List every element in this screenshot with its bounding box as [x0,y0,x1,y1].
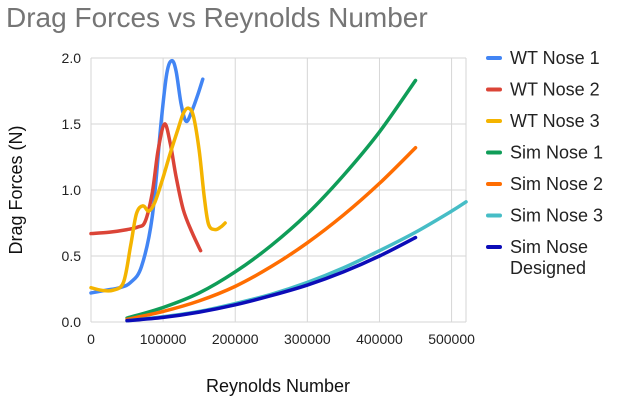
x-tick-label: 500000 [428,331,475,347]
legend-label-sim-nose-designed: Sim Nose Designed [510,237,588,278]
x-axis-ticks: 0 100000 200000 300000 400000 500000 [87,331,475,347]
series-lines [89,58,468,323]
x-tick-label: 200000 [212,331,259,347]
x-tick-label: 0 [87,331,95,347]
series-line-wt-nose-3 [89,106,227,293]
legend-label-line: Designed [510,258,586,278]
series-line-sim-nose-2 [125,146,418,322]
x-tick-label: 100000 [140,331,187,347]
series-line-wt-nose-2 [89,122,203,253]
chart-title: Drag Forces vs Reynolds Number [6,2,428,33]
gridlines [90,57,467,323]
legend-label-wt-nose-1: WT Nose 1 [510,48,600,68]
y-axis-title: Drag Forces (N) [6,125,26,254]
legend-label-wt-nose-3: WT Nose 3 [510,111,600,131]
legend-label-sim-nose-1: Sim Nose 1 [510,143,603,163]
legend: WT Nose 1 WT Nose 2 WT Nose 3 Sim Nose 1 Sim… [486,48,603,278]
y-tick-label: 1.5 [62,116,82,132]
legend-label-sim-nose-3: Sim Nose 3 [510,206,603,226]
x-tick-label: 400000 [356,331,403,347]
y-tick-label: 0.0 [62,314,82,330]
legend-label-wt-nose-2: WT Nose 2 [510,80,600,100]
y-tick-label: 0.5 [62,248,82,264]
y-axis-ticks: 0.0 0.5 1.0 1.5 2.0 [62,50,82,330]
y-tick-label: 1.0 [62,182,82,198]
x-tick-label: 300000 [284,331,331,347]
x-axis-title: Reynolds Number [206,376,350,396]
y-tick-label: 2.0 [62,50,82,66]
legend-label-sim-nose-2: Sim Nose 2 [510,174,603,194]
series-line-sim-nose-designed [125,235,418,323]
series-line-sim-nose-1 [125,78,418,320]
legend-label-line: Sim Nose [510,237,588,257]
series-line-wt-nose-1 [89,58,205,295]
